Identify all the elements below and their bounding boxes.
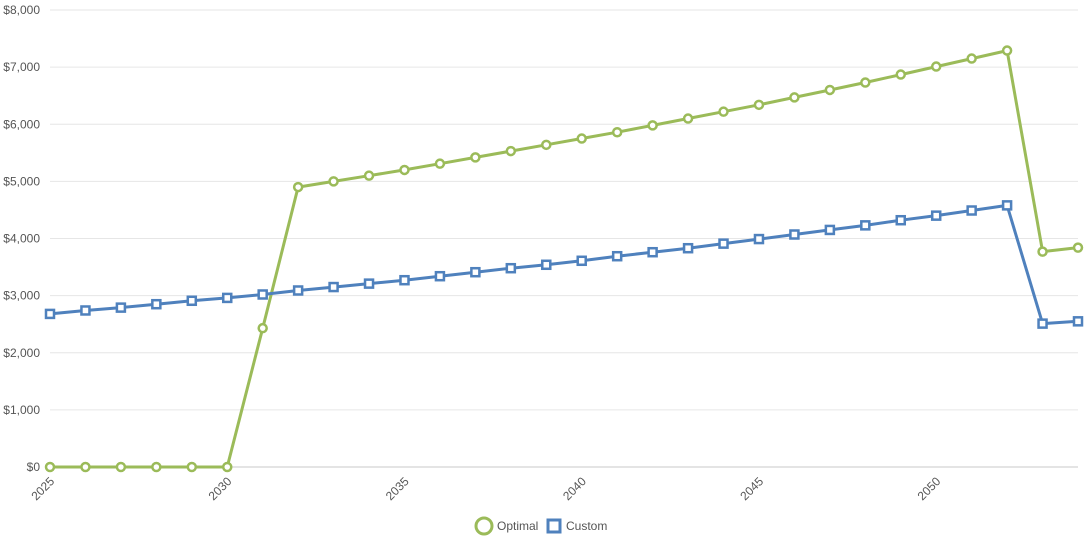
data-point-optimal[interactable] — [860, 77, 871, 88]
data-point-optimal[interactable] — [895, 69, 907, 80]
data-point-optimal[interactable] — [966, 53, 977, 64]
data-point-custom[interactable] — [328, 281, 339, 293]
data-point-optimal[interactable] — [186, 461, 198, 473]
data-point-optimal[interactable] — [824, 84, 836, 96]
x-tick-label: 2040 — [560, 474, 589, 503]
data-point-optimal[interactable] — [930, 61, 942, 72]
data-point-custom[interactable] — [257, 289, 268, 300]
data-point-optimal[interactable] — [328, 176, 339, 187]
data-point-optimal[interactable] — [1072, 242, 1084, 253]
legend-swatch-custom — [546, 518, 562, 534]
data-point-optimal[interactable] — [541, 139, 552, 151]
data-point-optimal[interactable] — [115, 461, 127, 473]
data-point-optimal[interactable] — [1037, 246, 1048, 257]
x-tick-label: 2025 — [28, 474, 57, 503]
legend-item-optimal[interactable]: Optimal — [474, 516, 538, 536]
data-point-optimal[interactable] — [363, 170, 375, 181]
data-point-optimal[interactable] — [611, 126, 623, 138]
data-point-custom[interactable] — [505, 262, 517, 274]
y-tick-label: $1,000 — [3, 403, 40, 417]
data-point-custom[interactable] — [1072, 316, 1084, 327]
y-tick-label: $6,000 — [3, 117, 40, 131]
data-point-custom[interactable] — [576, 255, 587, 267]
data-point-optimal[interactable] — [257, 322, 268, 334]
legend[interactable]: Optimal Custom — [474, 516, 607, 536]
series-group — [44, 45, 1084, 473]
legend-swatch-optimal — [474, 516, 494, 536]
data-point-optimal[interactable] — [576, 133, 587, 144]
data-point-custom[interactable] — [611, 250, 623, 262]
data-point-optimal[interactable] — [399, 164, 410, 176]
legend-label-custom: Custom — [566, 519, 607, 533]
data-point-custom[interactable] — [363, 278, 375, 289]
x-tick-label: 2050 — [915, 474, 944, 503]
y-tick-label: $4,000 — [3, 232, 40, 246]
x-tick-label: 2045 — [737, 474, 766, 503]
data-point-optimal[interactable] — [505, 145, 517, 157]
data-point-custom[interactable] — [682, 242, 694, 254]
y-tick-label: $2,000 — [3, 346, 40, 360]
legend-item-custom[interactable]: Custom — [546, 518, 607, 534]
data-point-custom[interactable] — [753, 233, 765, 245]
data-point-custom[interactable] — [470, 266, 481, 278]
data-point-optimal[interactable] — [647, 120, 658, 131]
data-point-custom[interactable] — [860, 220, 871, 231]
legend-label-optimal: Optimal — [497, 519, 538, 533]
data-point-custom[interactable] — [930, 210, 942, 221]
gridlines — [50, 9, 1078, 468]
data-point-optimal[interactable] — [1001, 45, 1013, 56]
data-point-custom[interactable] — [824, 224, 836, 236]
data-point-optimal[interactable] — [151, 461, 162, 473]
data-point-optimal[interactable] — [221, 461, 233, 473]
data-point-optimal[interactable] — [44, 461, 56, 473]
data-point-custom[interactable] — [186, 295, 198, 307]
data-point-custom[interactable] — [895, 214, 907, 226]
data-point-custom[interactable] — [80, 305, 91, 316]
x-tick-label: 2030 — [206, 474, 235, 503]
data-point-custom[interactable] — [1001, 200, 1013, 211]
data-point-optimal[interactable] — [80, 461, 91, 473]
data-point-custom[interactable] — [44, 308, 56, 320]
x-axis: 2025 2030 2035 2040 2045 2050 — [28, 474, 943, 503]
y-tick-label: $3,000 — [3, 289, 40, 303]
data-point-custom[interactable] — [966, 205, 977, 216]
data-point-custom[interactable] — [1037, 318, 1048, 329]
y-tick-label: $5,000 — [3, 174, 40, 188]
y-tick-label: $0 — [27, 460, 41, 474]
data-point-optimal[interactable] — [682, 113, 694, 124]
data-point-custom[interactable] — [115, 302, 127, 313]
series-line-custom — [49, 203, 1079, 326]
data-point-custom[interactable] — [647, 246, 658, 258]
data-point-optimal[interactable] — [470, 152, 481, 163]
y-tick-label: $8,000 — [3, 3, 40, 17]
data-point-optimal[interactable] — [292, 181, 304, 193]
data-point-custom[interactable] — [434, 270, 446, 282]
series-optimal — [44, 45, 1084, 473]
data-point-optimal[interactable] — [718, 106, 729, 117]
data-point-optimal[interactable] — [434, 158, 446, 169]
data-point-custom[interactable] — [718, 238, 729, 249]
data-point-optimal[interactable] — [753, 99, 765, 111]
data-point-custom[interactable] — [221, 292, 233, 304]
data-point-optimal[interactable] — [789, 92, 800, 103]
series-custom — [44, 200, 1084, 329]
data-point-custom[interactable] — [789, 229, 800, 240]
x-tick-label: 2035 — [383, 474, 412, 503]
data-point-custom[interactable] — [541, 259, 552, 271]
data-point-custom[interactable] — [151, 298, 162, 310]
series-line-optimal — [50, 49, 1079, 469]
data-point-custom[interactable] — [399, 274, 410, 286]
data-point-custom[interactable] — [292, 285, 304, 296]
y-tick-label: $7,000 — [3, 60, 40, 74]
y-axis: $0 $1,000 $2,000 $3,000 $4,000 $5,000 $6,000 $7… — [3, 3, 40, 474]
